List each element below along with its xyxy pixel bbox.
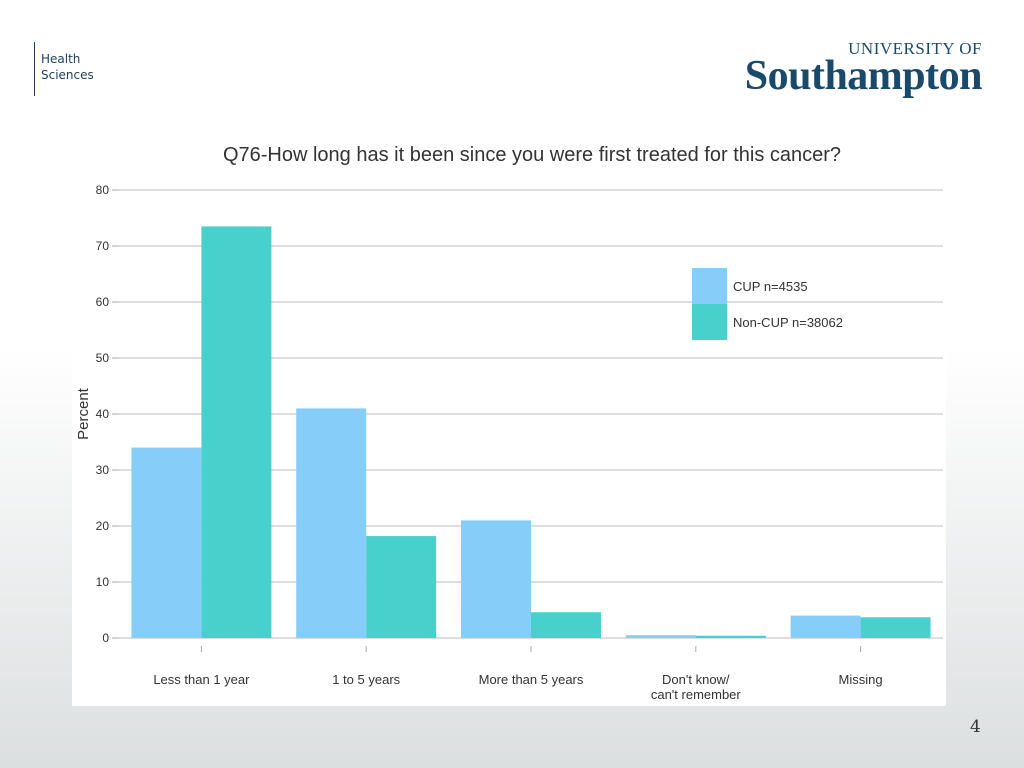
bar-cup — [790, 615, 861, 638]
chart-panel: Q76-How long has it been since you were … — [72, 124, 946, 706]
y-tick-label: 20 — [96, 519, 110, 533]
bar-cup — [131, 447, 202, 638]
y-tick-label: 50 — [96, 351, 110, 365]
bar-cup — [296, 408, 367, 638]
legend: CUP n=4535 Non-CUP n=38062 — [692, 268, 843, 340]
y-tick-labels: 0 10 20 30 40 50 60 70 80 — [96, 183, 110, 645]
page-number: 4 — [970, 717, 981, 737]
y-tick-label: 40 — [96, 407, 110, 421]
bar-noncup — [860, 617, 931, 638]
x-tick-label: Don't know/ — [662, 672, 730, 687]
bar-cup — [461, 520, 531, 638]
bar-cup — [625, 635, 696, 638]
x-tick-label: can't remember — [651, 687, 742, 702]
chart-title: Q76-How long has it been since you were … — [223, 144, 841, 166]
legend-label: CUP n=4535 — [733, 279, 808, 294]
y-axis-label: Percent — [75, 387, 92, 440]
y-tick-label: 10 — [96, 575, 110, 589]
bar-noncup — [366, 536, 437, 638]
x-tick-labels: Less than 1 year 1 to 5 years More than 5 … — [153, 646, 883, 702]
x-tick-label: Less than 1 year — [153, 672, 250, 687]
bar-chart: Q76-How long has it been since you were … — [75, 144, 943, 702]
unit-line-2: Sciences — [41, 68, 94, 82]
legend-swatch — [692, 268, 727, 304]
unit-line-1: Health — [41, 52, 81, 66]
bar-noncup — [531, 612, 601, 638]
y-tick-label: 0 — [102, 631, 109, 645]
university-logo: UNIVERSITY OF Southampton — [732, 39, 983, 100]
y-tick-label: 60 — [96, 295, 110, 309]
logo-top-text: UNIVERSITY OF — [848, 39, 982, 58]
x-tick-label: 1 to 5 years — [332, 672, 400, 687]
logo-main-text: Southampton — [744, 53, 983, 99]
bar-noncup — [695, 635, 766, 638]
legend-swatch — [692, 304, 727, 340]
health-sciences-label: Health Sciences — [34, 42, 94, 96]
x-tick-label: Missing — [839, 672, 883, 687]
y-tick-label: 30 — [96, 463, 110, 477]
y-tick-label: 80 — [96, 183, 110, 197]
x-tick-label: More than 5 years — [479, 672, 584, 687]
bar-noncup — [201, 226, 272, 638]
y-tick-label: 70 — [96, 239, 110, 253]
legend-label: Non-CUP n=38062 — [733, 315, 843, 330]
bars — [131, 226, 931, 638]
